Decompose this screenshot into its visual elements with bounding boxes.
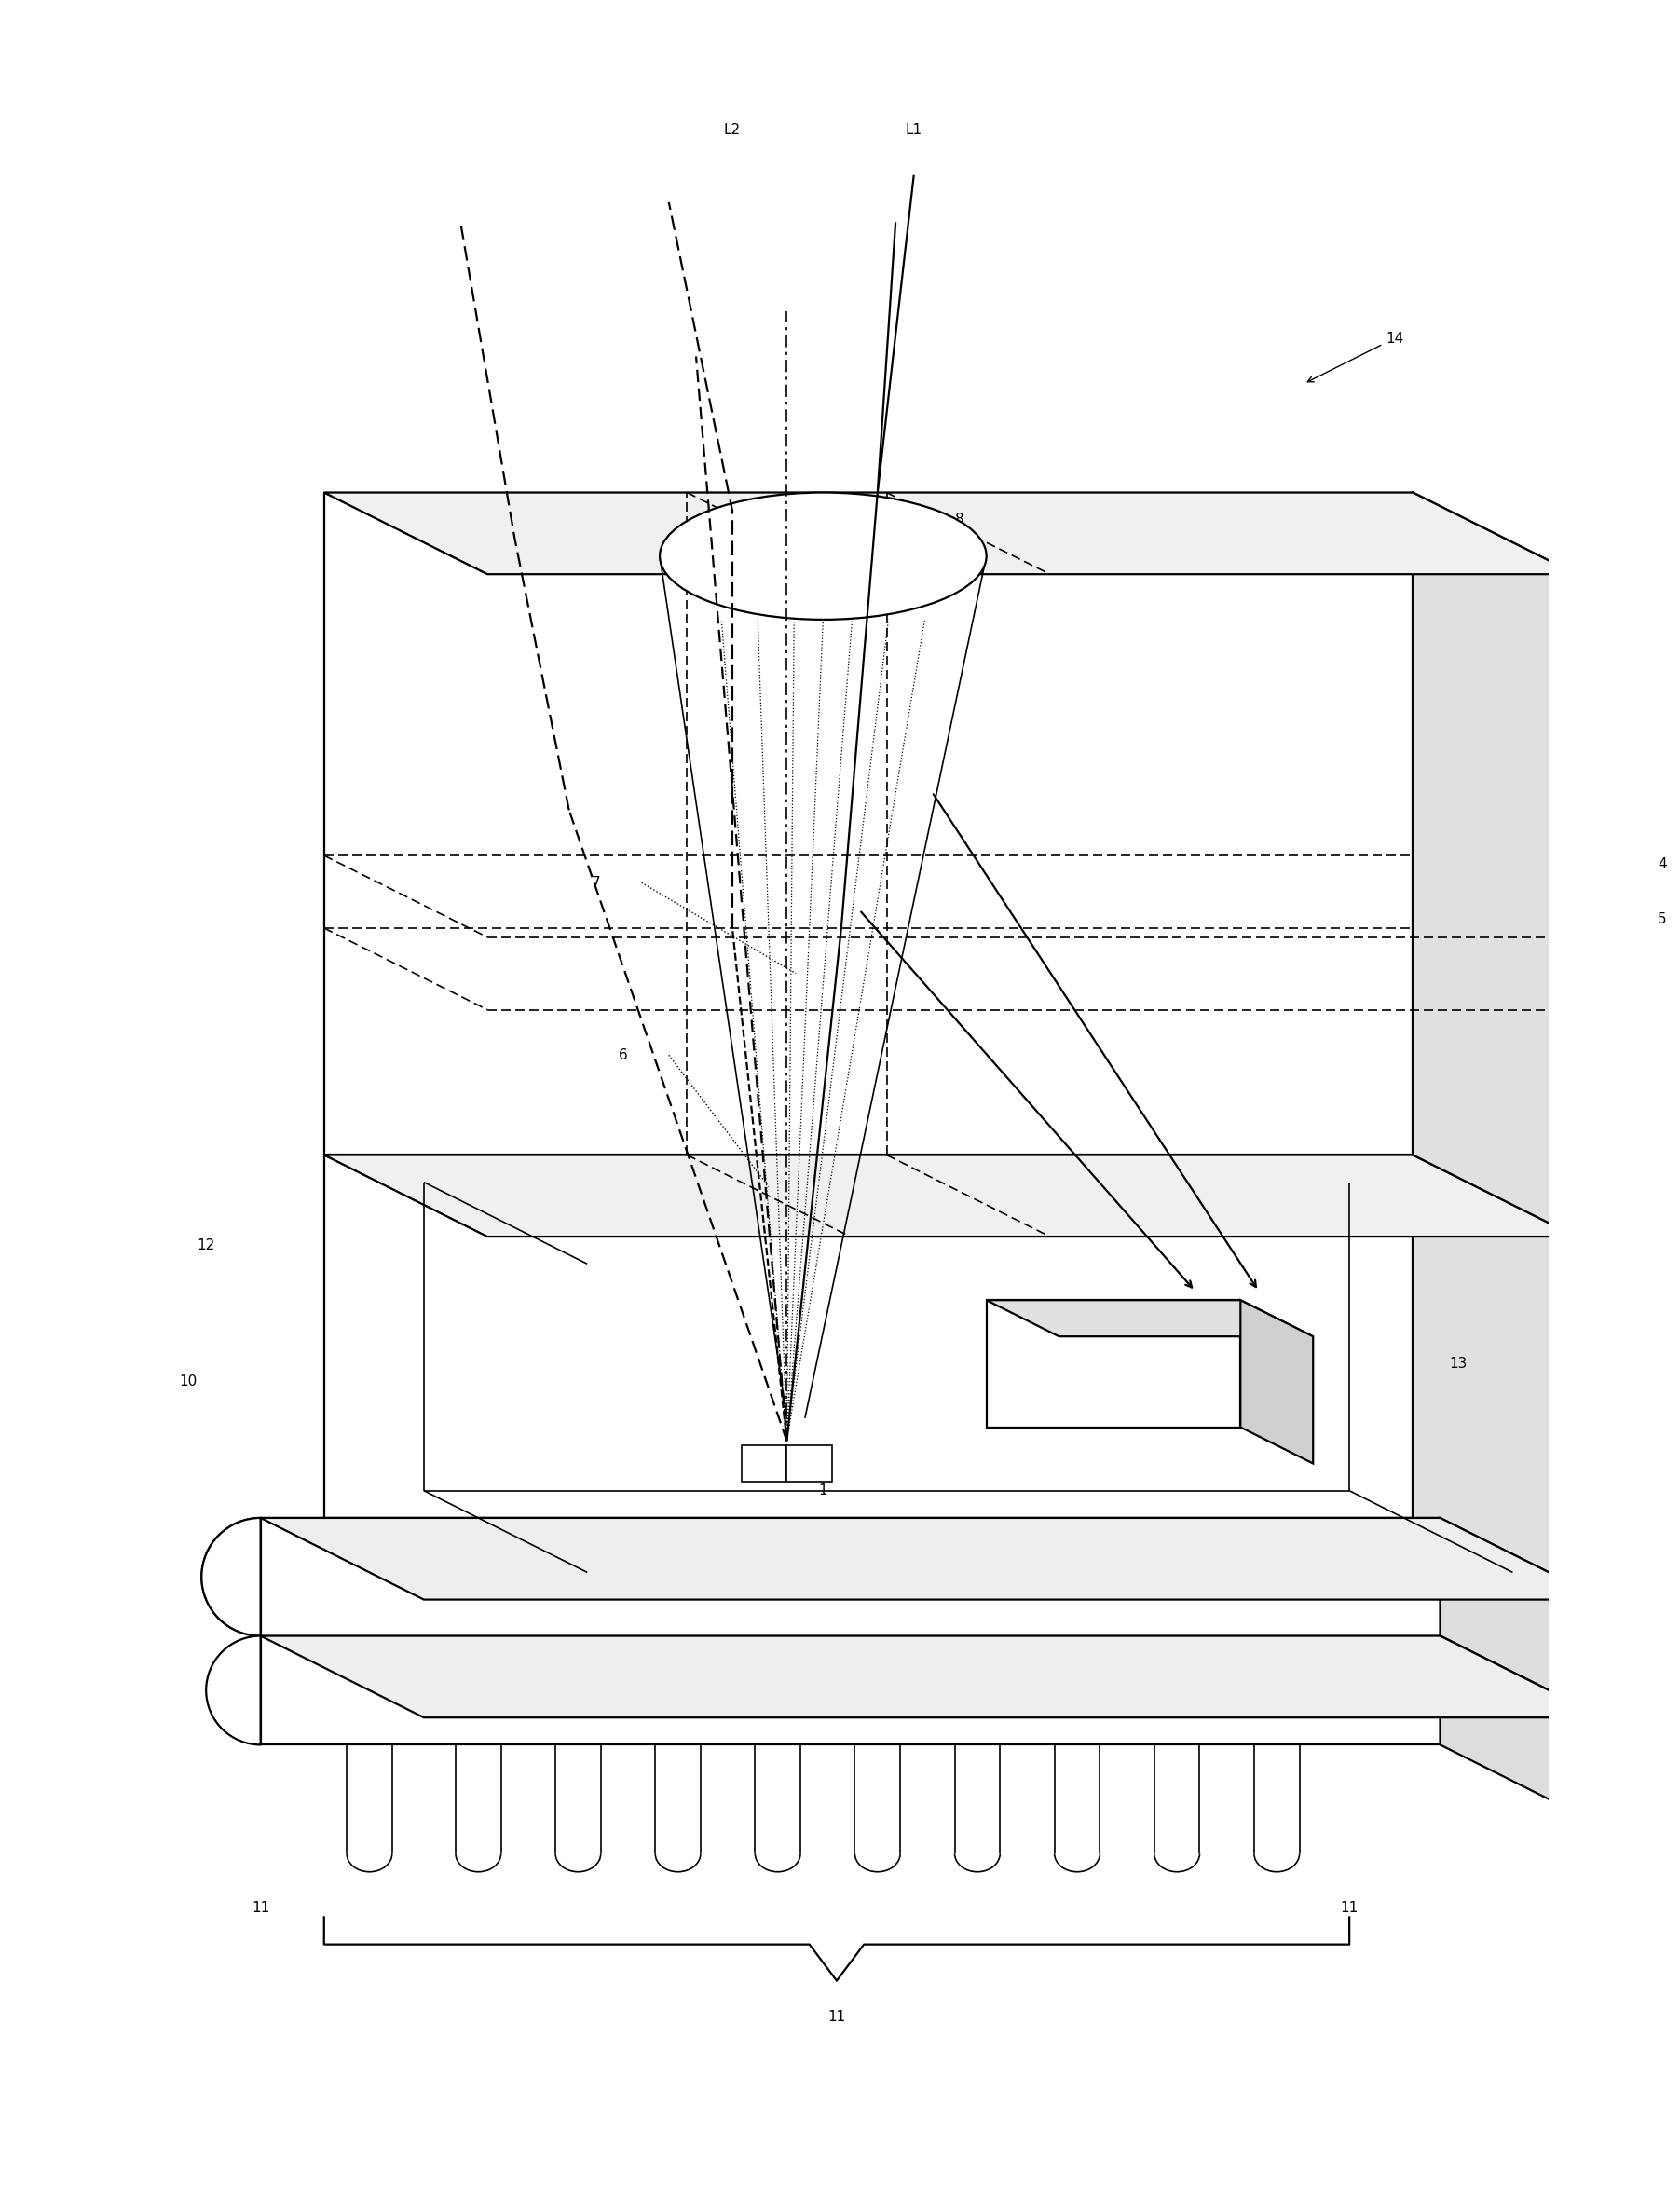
Polygon shape xyxy=(1413,493,1576,1237)
Text: 11: 11 xyxy=(252,1902,269,1915)
Text: 13: 13 xyxy=(1450,1356,1467,1371)
Text: 2: 2 xyxy=(746,1448,754,1461)
Polygon shape xyxy=(260,1635,1603,1717)
Text: 6: 6 xyxy=(618,1048,628,1063)
Polygon shape xyxy=(986,1301,1314,1336)
Polygon shape xyxy=(324,493,1576,574)
Text: 4: 4 xyxy=(1658,858,1667,872)
Polygon shape xyxy=(324,1156,1576,1237)
Wedge shape xyxy=(1603,1717,1658,1827)
Polygon shape xyxy=(1413,1156,1576,1600)
Wedge shape xyxy=(202,1519,260,1635)
Polygon shape xyxy=(1440,1519,1603,1717)
Wedge shape xyxy=(1603,1600,1663,1717)
Text: 9: 9 xyxy=(1226,1367,1236,1380)
Polygon shape xyxy=(986,1301,1240,1426)
Text: L1: L1 xyxy=(906,123,922,136)
Wedge shape xyxy=(207,1635,260,1745)
Polygon shape xyxy=(741,1446,786,1481)
Polygon shape xyxy=(260,1635,1440,1745)
Text: L2: L2 xyxy=(724,123,741,136)
Text: 12: 12 xyxy=(197,1239,215,1252)
Text: 14: 14 xyxy=(1307,332,1403,381)
Text: 8: 8 xyxy=(954,513,964,526)
Polygon shape xyxy=(1440,1635,1603,1827)
Text: 11: 11 xyxy=(828,2010,845,2025)
Text: 11: 11 xyxy=(1341,1902,1359,1915)
Polygon shape xyxy=(260,1519,1603,1600)
Text: 7: 7 xyxy=(591,876,601,889)
Polygon shape xyxy=(324,1156,1413,1519)
Polygon shape xyxy=(786,1446,832,1481)
Polygon shape xyxy=(260,1519,1440,1635)
Text: 10: 10 xyxy=(180,1376,197,1389)
Polygon shape xyxy=(324,493,1413,1156)
Text: 5: 5 xyxy=(1658,911,1667,927)
Ellipse shape xyxy=(660,493,986,618)
Text: 1: 1 xyxy=(818,1483,828,1497)
Polygon shape xyxy=(1240,1301,1314,1464)
